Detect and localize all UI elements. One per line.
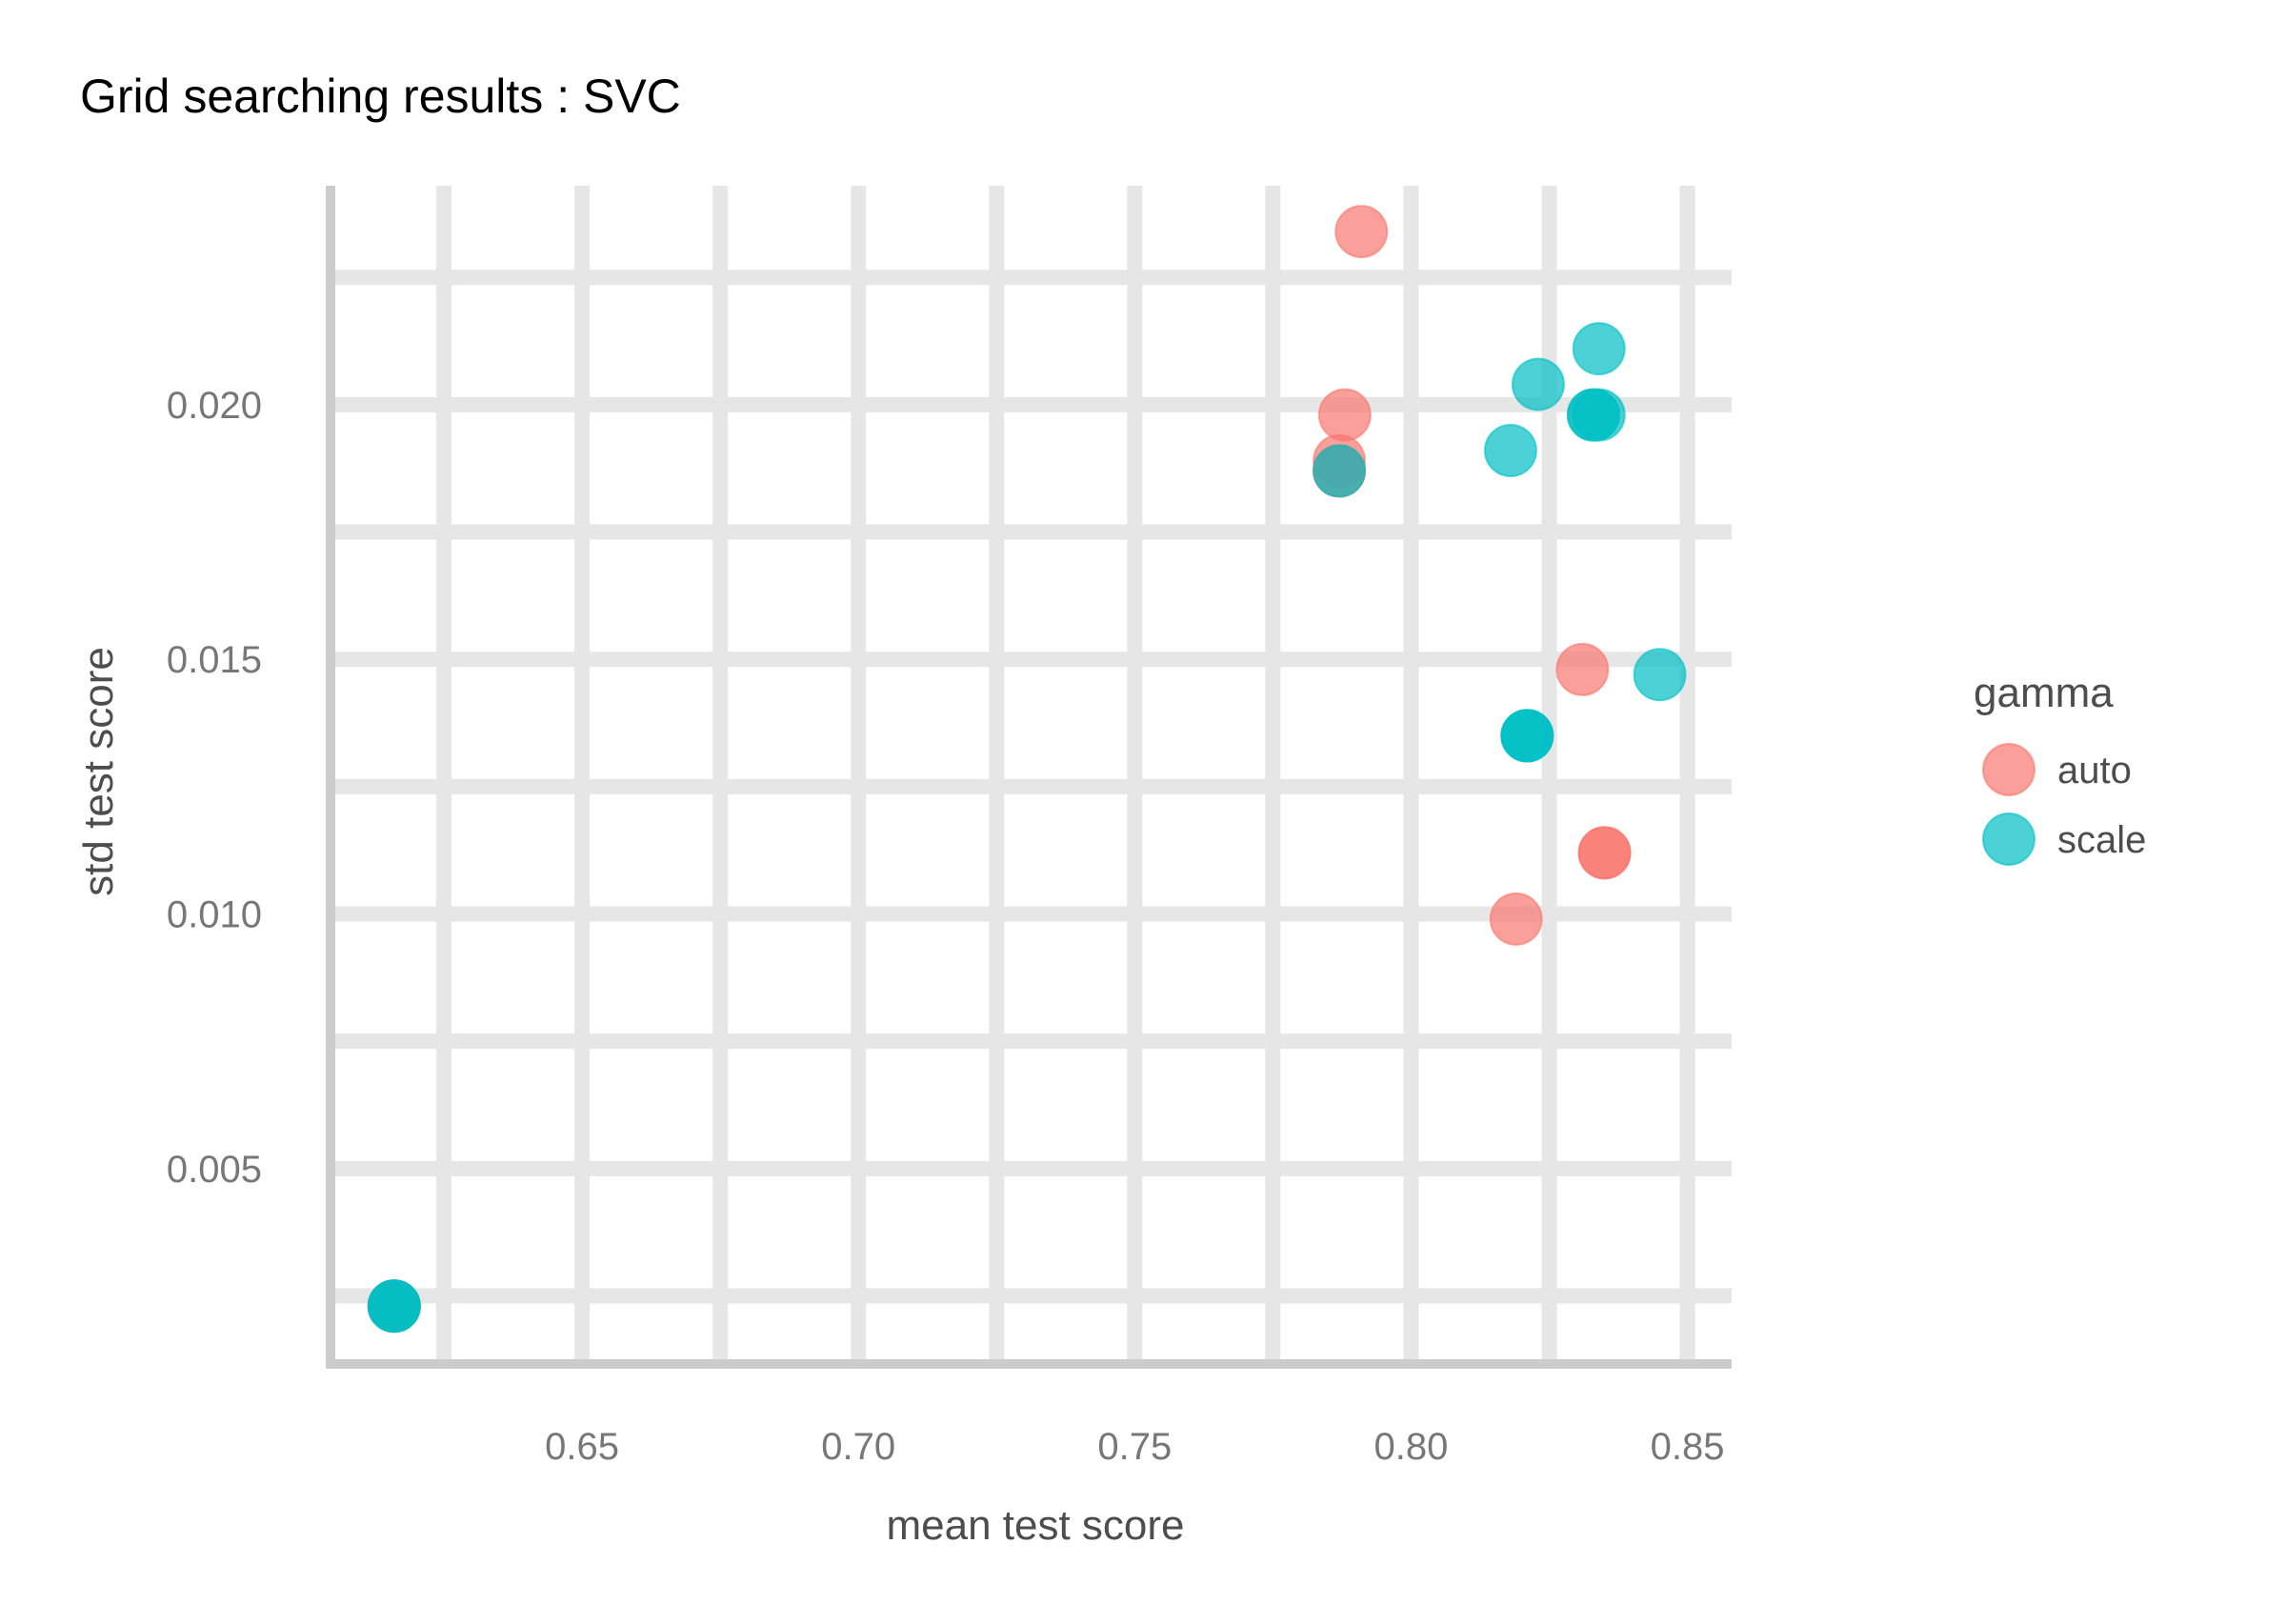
- x-tick-label: 0.70: [821, 1426, 895, 1468]
- y-axis-title: std test score: [75, 647, 122, 896]
- grid-lines: [333, 186, 1732, 1362]
- data-point-scale: [1566, 388, 1620, 442]
- legend-key-auto: [1982, 743, 2035, 796]
- x-tick-label: 0.75: [1097, 1426, 1172, 1468]
- tick-labels: 0.65 0.70 0.75 0.80 0.85 0.005 0.010 0.015 0.020: [167, 385, 1725, 1468]
- data-point-scale: [1633, 648, 1687, 702]
- data-point-scale: [1572, 322, 1626, 376]
- x-axis-title: mean test score: [886, 1502, 1184, 1549]
- x-tick-label: 0.80: [1374, 1426, 1449, 1468]
- x-tick-label: 0.65: [545, 1426, 619, 1468]
- data-point-auto: [1334, 205, 1389, 259]
- data-point-scale: [1313, 444, 1367, 498]
- data-points: [367, 205, 1687, 1333]
- y-tick-label: 0.015: [167, 639, 262, 681]
- y-tick-label: 0.010: [167, 894, 262, 936]
- x-tick-label: 0.85: [1651, 1426, 1725, 1468]
- legend-label-auto: auto: [2057, 750, 2132, 792]
- legend-key-scale: [1982, 812, 2035, 866]
- legend-label-scale: scale: [2057, 819, 2146, 861]
- y-tick-label: 0.020: [167, 385, 262, 427]
- chart-title: Grid searching results : SVC: [80, 70, 681, 123]
- data-point-auto: [1489, 892, 1543, 946]
- legend: gamma auto scale: [1974, 670, 2146, 866]
- data-point-auto: [1555, 642, 1610, 696]
- data-point-scale: [1483, 424, 1537, 478]
- data-point-scale: [1500, 709, 1554, 763]
- y-tick-label: 0.005: [167, 1149, 262, 1191]
- legend-title: gamma: [1974, 670, 2114, 716]
- axes: [326, 186, 1732, 1369]
- data-point-scale: [1511, 357, 1565, 411]
- data-point-scale: [367, 1279, 421, 1333]
- data-point-auto: [1577, 826, 1632, 880]
- data-point-auto: [1317, 388, 1372, 442]
